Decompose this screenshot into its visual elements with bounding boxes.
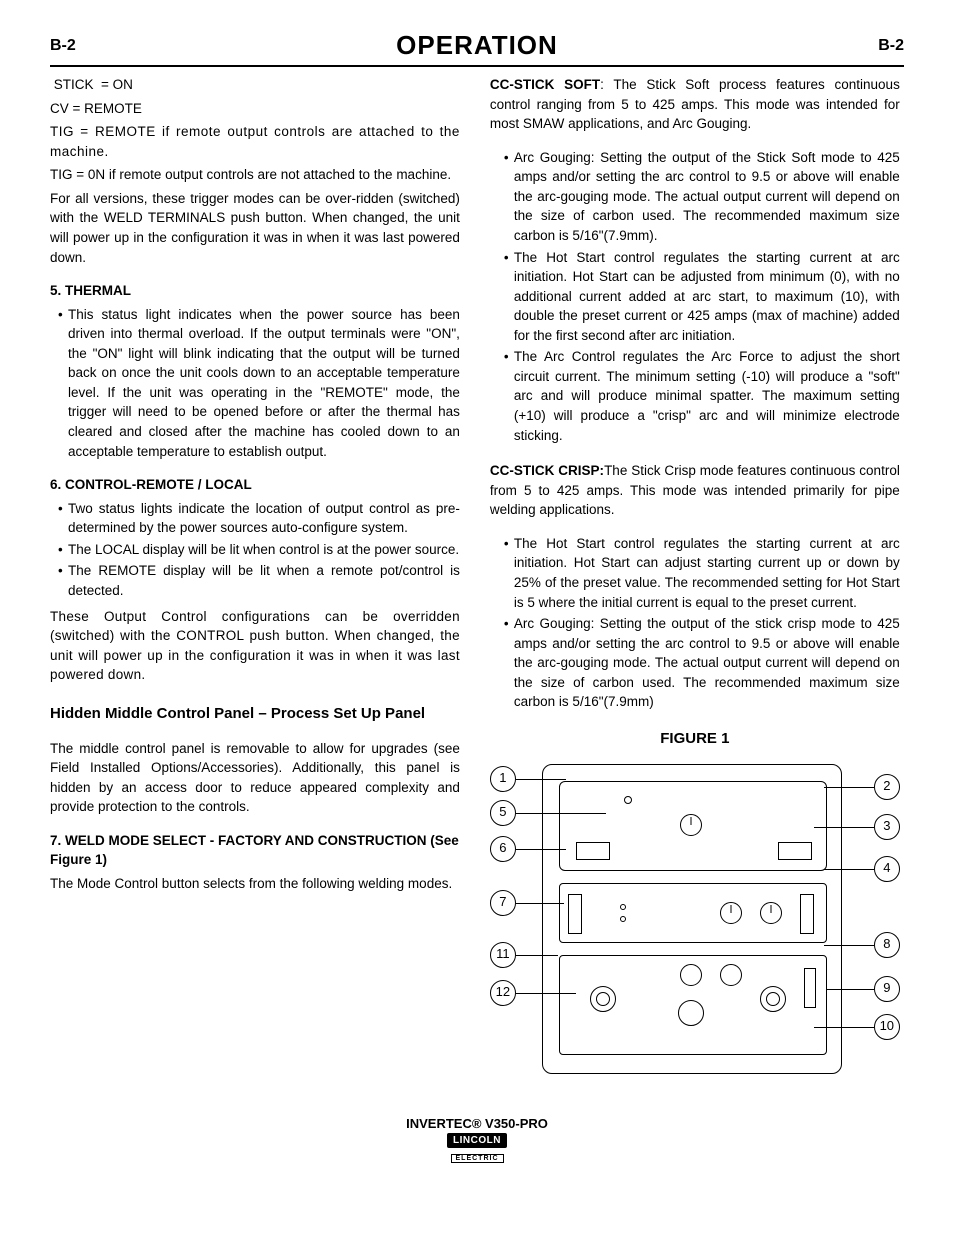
right-column: CC-STICK SOFT: The Stick Soft process fe…: [490, 75, 900, 1096]
cc-crisp-bullets: The Hot Start control regulates the star…: [490, 534, 900, 712]
switch-rect: [568, 894, 582, 934]
callout-line: [814, 827, 874, 828]
cc-soft-bullets: Arc Gouging: Setting the output of the S…: [490, 148, 900, 445]
callout-line: [516, 849, 566, 850]
device-outline: [542, 764, 842, 1074]
section-5-title: 5. THERMAL: [50, 281, 460, 301]
led-icon: [620, 916, 626, 922]
section-6-bullet-3: The REMOTE display will be lit when a re…: [58, 561, 460, 600]
callout-line: [826, 989, 874, 990]
callout-5: 5: [490, 800, 516, 826]
cc-stick-soft-para: CC-STICK SOFT: The Stick Soft process fe…: [490, 75, 900, 134]
logo-main: LINCOLN: [447, 1133, 507, 1148]
intro-line-3: TIG = REMOTE if remote output controls a…: [50, 122, 460, 161]
connector-icon: [720, 964, 742, 986]
knob-icon: [720, 902, 742, 924]
display-rect: [778, 842, 812, 860]
device-panel-mid: [559, 883, 827, 943]
knob-icon: [760, 902, 782, 924]
display-rect: [576, 842, 610, 860]
device-panel-top: [559, 781, 827, 871]
hidden-panel-heading: Hidden Middle Control Panel – Process Se…: [50, 703, 460, 725]
led-icon: [620, 904, 626, 910]
content-columns: STICK = ON CV = REMOTE TIG = REMOTE if r…: [50, 75, 904, 1096]
page-header: B-2 OPERATION B-2: [50, 30, 904, 67]
callout-1: 1: [490, 766, 516, 792]
indicator-dot: [624, 796, 632, 804]
section-6-title: 6. CONTROL-REMOTE / LOCAL: [50, 475, 460, 495]
cc-soft-bullet-2: The Hot Start control regulates the star…: [504, 248, 900, 346]
connector-inner: [596, 992, 610, 1006]
device-panel-bottom: [559, 955, 827, 1055]
cc-stick-crisp-label: CC-STICK CRISP:: [490, 463, 604, 478]
callout-line: [814, 1027, 874, 1028]
section-6-para: These Output Control configurations can …: [50, 607, 460, 685]
section-7-title: 7. WELD MODE SELECT - FACTORY AND CONSTR…: [50, 831, 460, 870]
callout-8: 8: [874, 932, 900, 958]
header-page-left: B-2: [50, 37, 76, 55]
section-5-bullet-1: This status light indicates when the pow…: [58, 305, 460, 462]
knob-icon: [680, 814, 702, 836]
left-column: STICK = ON CV = REMOTE TIG = REMOTE if r…: [50, 75, 460, 1096]
lincoln-logo: LINCOLN ELECTRIC: [50, 1131, 904, 1163]
cc-crisp-bullet-2: Arc Gouging: Setting the output of the s…: [504, 614, 900, 712]
hidden-panel-para: The middle control panel is removable to…: [50, 739, 460, 817]
intro-line-2: CV = REMOTE: [50, 99, 460, 119]
connector-inner: [766, 992, 780, 1006]
page-footer: INVERTEC® V350-PRO LINCOLN ELECTRIC: [50, 1116, 904, 1163]
cc-soft-bullet-3: The Arc Control regulates the Arc Force …: [504, 347, 900, 445]
figure-1-title: FIGURE 1: [490, 728, 900, 750]
intro-para: For all versions, these trigger modes ca…: [50, 189, 460, 267]
callout-10: 10: [874, 1014, 900, 1040]
footer-model: INVERTEC® V350-PRO: [50, 1116, 904, 1131]
cc-soft-bullet-1: Arc Gouging: Setting the output of the S…: [504, 148, 900, 246]
callout-3: 3: [874, 814, 900, 840]
callout-4: 4: [874, 856, 900, 882]
intro-line-4: TIG = 0N if remote output controls are n…: [50, 165, 460, 185]
callout-line: [516, 813, 606, 814]
section-6-bullets: Two status lights indicate the location …: [50, 499, 460, 601]
callout-6: 6: [490, 836, 516, 862]
logo-sub: ELECTRIC: [451, 1154, 504, 1163]
switch-rect: [800, 894, 814, 934]
callout-line: [516, 903, 564, 904]
callout-line: [824, 869, 874, 870]
port-rect: [804, 968, 816, 1008]
section-6-bullet-2: The LOCAL display will be lit when contr…: [58, 540, 460, 560]
header-title: OPERATION: [396, 30, 558, 61]
callout-11: 11: [490, 942, 516, 968]
section-6-bullet-1: Two status lights indicate the location …: [58, 499, 460, 538]
callout-line: [824, 945, 874, 946]
callout-line: [516, 779, 566, 780]
section-5-bullets: This status light indicates when the pow…: [50, 305, 460, 462]
cc-stick-crisp-para: CC-STICK CRISP:The Stick Crisp mode feat…: [490, 461, 900, 520]
callout-line: [516, 993, 576, 994]
callout-12: 12: [490, 980, 516, 1006]
callout-line: [516, 955, 558, 956]
cc-crisp-bullet-1: The Hot Start control regulates the star…: [504, 534, 900, 612]
connector-icon: [680, 964, 702, 986]
callout-9: 9: [874, 976, 900, 1002]
header-page-right: B-2: [878, 37, 904, 55]
callout-line: [824, 787, 874, 788]
callout-2: 2: [874, 774, 900, 800]
figure-1-diagram: 1 5 6 7 11 12 2 3 4 8 9 10: [490, 756, 900, 1096]
intro-line-1: STICK = ON: [50, 75, 460, 95]
connector-icon: [678, 1000, 704, 1026]
cc-stick-soft-label: CC-STICK SOFT: [490, 77, 600, 92]
callout-7: 7: [490, 890, 516, 916]
section-7-para: The Mode Control button selects from the…: [50, 874, 460, 894]
